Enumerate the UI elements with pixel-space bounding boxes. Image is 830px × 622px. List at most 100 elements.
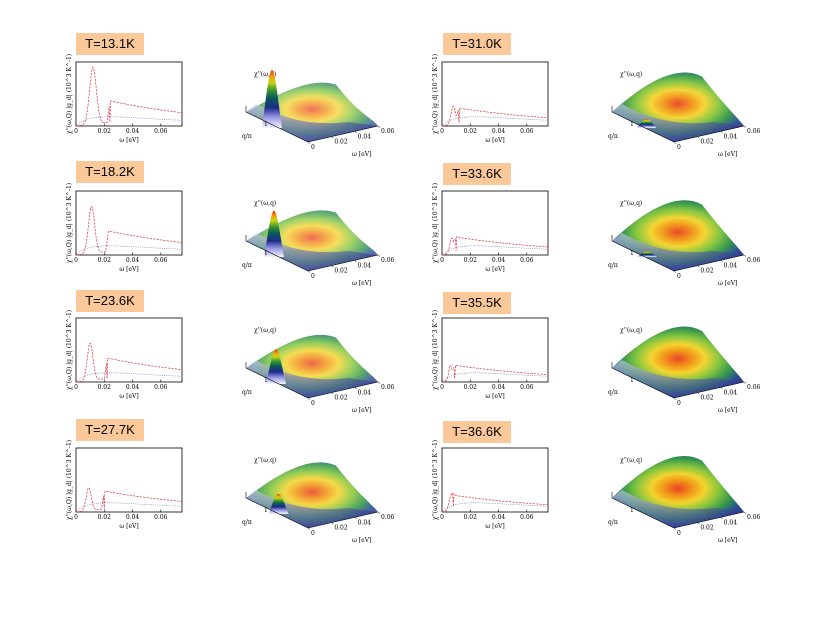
omega-axis bbox=[673, 511, 745, 529]
x-tick-label: 0.02 bbox=[464, 514, 478, 521]
temperature-label: T=33.6K bbox=[443, 163, 511, 185]
omega-tick bbox=[720, 387, 723, 390]
series-line bbox=[75, 342, 183, 383]
q-axis-label: q/π bbox=[242, 262, 252, 269]
y-axis-label: χ''(ω,Q) |g_d| (10^3 K^-1) bbox=[432, 440, 439, 520]
q-axis-label: q/π bbox=[242, 519, 252, 526]
surface-plot-panel: χ''(ω,q) 0 0.02 0.04 0.06 ω [eV] q/π 1 bbox=[242, 327, 395, 414]
plot-frame bbox=[75, 190, 183, 256]
q-axis-label: q/π bbox=[608, 262, 618, 269]
z-axis-label: χ''(ω,q) bbox=[620, 457, 642, 464]
omega-axis bbox=[307, 511, 379, 529]
surface-peak bbox=[262, 70, 282, 128]
x-tick-label: 0.06 bbox=[154, 384, 168, 391]
plot-frame bbox=[441, 61, 549, 127]
plot-frame bbox=[441, 190, 549, 256]
omega-tick-label: 0.04 bbox=[724, 262, 738, 269]
omega-tick-label: 0.02 bbox=[334, 268, 348, 275]
omega-tick-label: 0.06 bbox=[381, 384, 395, 391]
series-line bbox=[75, 245, 183, 256]
x-tick-label: 0.04 bbox=[492, 514, 506, 521]
series-line bbox=[441, 364, 549, 383]
omega-tick-label: 0 bbox=[677, 530, 681, 537]
x-tick-label: 0 bbox=[440, 257, 444, 264]
q-axis bbox=[611, 111, 675, 143]
omega-axis bbox=[307, 125, 379, 143]
surface-plot-panel: χ''(ω,q) 0 0.02 0.04 0.06 ω [eV] q/π 1 bbox=[608, 455, 761, 544]
omega-tick-label: 0.04 bbox=[358, 519, 372, 526]
q-axis bbox=[245, 111, 309, 143]
q-tick-label: 1 bbox=[264, 377, 268, 384]
temperature-label: T=35.5K bbox=[443, 292, 511, 314]
q-axis-label: q/π bbox=[608, 389, 618, 396]
series-line bbox=[441, 245, 549, 256]
series-line bbox=[441, 502, 549, 513]
omega-tick-label: 0.02 bbox=[700, 395, 714, 402]
omega-tick bbox=[354, 131, 357, 134]
plot-frame bbox=[75, 317, 183, 383]
x-tick-label: 0.04 bbox=[126, 128, 140, 135]
omega-tick-label: 0.04 bbox=[358, 133, 372, 140]
omega-tick bbox=[673, 141, 677, 144]
x-axis-label: ω [eV] bbox=[119, 266, 138, 273]
omega-axis-label: ω [eV] bbox=[718, 407, 737, 414]
plot-frame bbox=[441, 447, 549, 513]
series-line bbox=[75, 487, 183, 513]
series-line bbox=[75, 205, 183, 256]
q-tick-label: 1 bbox=[264, 507, 268, 514]
q-tick-label: 1 bbox=[630, 250, 634, 257]
omega-tick-label: 0.06 bbox=[747, 257, 761, 264]
omega-tick-label: 0 bbox=[677, 144, 681, 151]
series-line bbox=[441, 116, 549, 127]
omega-tick bbox=[743, 511, 747, 514]
omega-tick-label: 0 bbox=[311, 144, 315, 151]
omega-tick bbox=[743, 254, 747, 257]
q-axis-label: q/π bbox=[608, 519, 618, 526]
temperature-label: T=36.6K bbox=[443, 421, 511, 443]
surface-front bbox=[246, 360, 378, 398]
omega-tick bbox=[354, 517, 357, 520]
omega-axis-label: ω [eV] bbox=[352, 537, 371, 544]
omega-tick-label: 0.06 bbox=[381, 257, 395, 264]
surface-front bbox=[612, 360, 744, 398]
omega-tick-label: 0.06 bbox=[747, 384, 761, 391]
omega-axis-label: ω [eV] bbox=[352, 407, 371, 414]
omega-tick-label: 0.02 bbox=[700, 268, 714, 275]
surface-peak bbox=[268, 493, 289, 514]
surface-front bbox=[612, 104, 744, 142]
y-axis-label: χ''(ω,Q) |g_d| (10^3 K^-1) bbox=[432, 310, 439, 390]
omega-tick-label: 0.04 bbox=[724, 519, 738, 526]
x-tick-label: 0.02 bbox=[464, 384, 478, 391]
omega-tick bbox=[697, 522, 700, 525]
omega-axis bbox=[673, 381, 745, 399]
omega-tick bbox=[377, 511, 381, 514]
surface-front bbox=[246, 490, 378, 528]
x-axis-label: ω [eV] bbox=[485, 523, 504, 530]
surface-plot-panel: χ''(ω,q) 0 0.02 0.04 0.06 ω [eV] q/π 1 bbox=[608, 71, 761, 158]
series-line bbox=[75, 116, 183, 127]
x-tick-label: 0 bbox=[74, 257, 78, 264]
y-axis-label: χ''(ω,Q) |g_d| (10^3 K^-1) bbox=[432, 54, 439, 134]
surface-peak bbox=[264, 210, 284, 257]
plot-frame bbox=[441, 317, 549, 383]
x-tick-label: 0 bbox=[74, 514, 78, 521]
q-axis-label: q/π bbox=[242, 389, 252, 396]
x-tick-label: 0 bbox=[74, 128, 78, 135]
x-tick-label: 0.02 bbox=[98, 384, 112, 391]
omega-tick bbox=[307, 527, 311, 530]
x-tick-label: 0.06 bbox=[154, 257, 168, 264]
z-axis-label: χ''(ω,q) bbox=[620, 200, 642, 207]
z-axis-label: χ''(ω,q) bbox=[254, 327, 276, 334]
y-axis-label: χ''(ω,Q) |g_d| (10^3 K^-1) bbox=[66, 183, 73, 263]
plot-frame bbox=[75, 61, 183, 127]
omega-tick bbox=[743, 125, 747, 128]
omega-axis bbox=[673, 254, 745, 272]
q-tick-label: 1 bbox=[264, 250, 268, 257]
omega-tick bbox=[307, 141, 311, 144]
x-tick-label: 0.04 bbox=[126, 384, 140, 391]
omega-tick-label: 0.02 bbox=[334, 139, 348, 146]
y-axis-label: χ''(ω,Q) |g_d| (10^3 K^-1) bbox=[66, 310, 73, 390]
line-plot-panel: 0 0.02 0.04 0.06 ω [eV] χ''(ω,Q) |g_d| (10^3 … bbox=[66, 440, 183, 530]
z-axis-label: χ''(ω,q) bbox=[620, 71, 642, 78]
